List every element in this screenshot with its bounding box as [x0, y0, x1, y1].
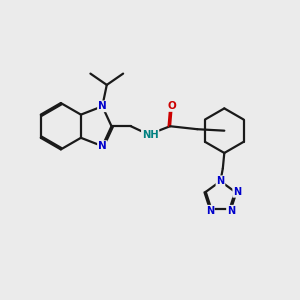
Text: N: N	[216, 176, 224, 186]
Text: N: N	[206, 206, 214, 216]
Text: O: O	[167, 101, 176, 111]
Text: N: N	[98, 101, 107, 111]
Text: NH: NH	[142, 130, 158, 140]
Text: N: N	[227, 206, 235, 216]
Text: N: N	[233, 187, 241, 197]
Text: N: N	[98, 141, 107, 151]
